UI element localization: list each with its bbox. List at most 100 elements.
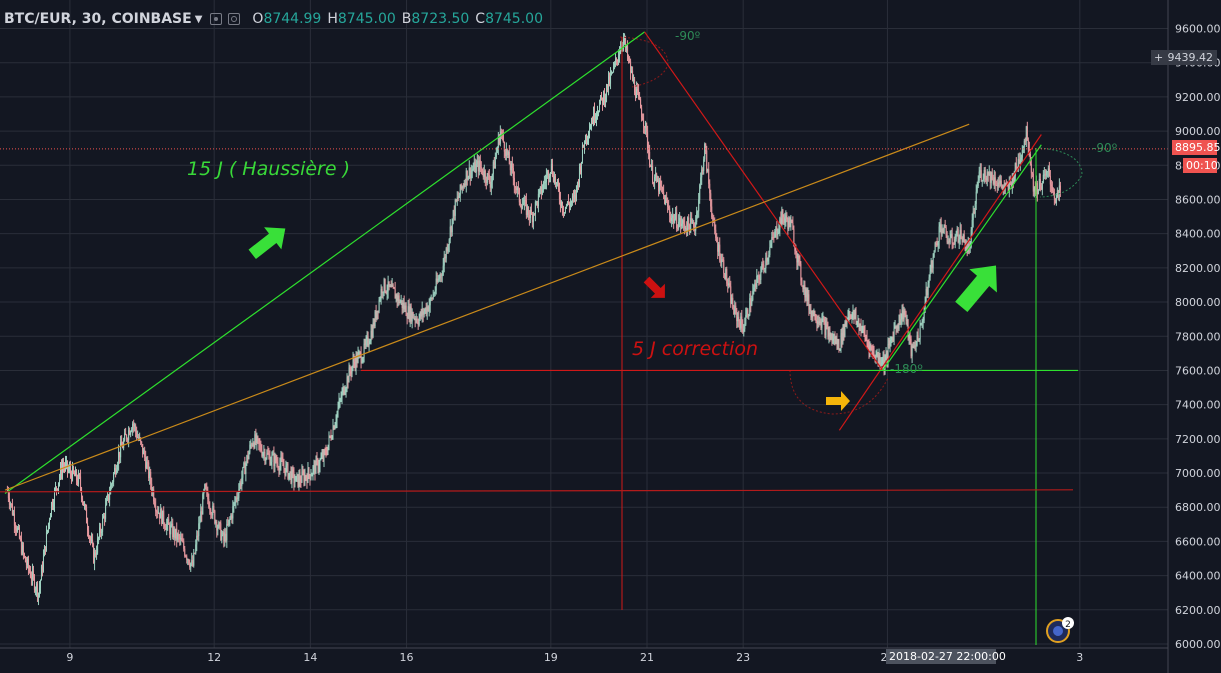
candle-body [363,343,365,358]
candle-body [525,200,527,215]
candle-body [48,519,50,524]
candle-body [371,330,373,338]
crosshair-plus-icon[interactable]: + [1154,51,1164,64]
candle-body [248,452,250,460]
candle-body [721,259,723,263]
candle-body [197,535,199,537]
candle-body [1046,171,1048,173]
candle-body [132,423,134,430]
candle-body [133,423,135,426]
candle-body [881,363,883,365]
candle-body [874,356,876,361]
candle-body [207,490,209,500]
caret-down-icon[interactable]: ▼ [194,13,203,25]
candle-body [791,219,793,224]
symbol-label[interactable]: BTC/EUR, 30, COINBASE [4,11,192,27]
candle-body [324,450,326,452]
candle-body [882,356,884,364]
candle-body [253,442,255,448]
candle-body [493,161,495,169]
candle-body [931,260,933,269]
candle-body [606,84,608,97]
candle-body [1051,186,1053,192]
candle-body [444,256,446,259]
candle-body [704,143,706,160]
candle-body [186,556,188,560]
red-down-arrow-icon [643,276,665,298]
candle-body [157,511,159,514]
time-tick-label: 12 [207,651,221,664]
candle-body [575,185,577,199]
candle-body [62,465,64,475]
candle-body [848,311,850,318]
candle-body [636,89,638,98]
candle-body [626,46,628,49]
candle-body [430,298,432,300]
candle-body [113,473,115,482]
candle-body [815,319,817,322]
candle-body [468,167,470,177]
candle-body [14,525,16,529]
candle-body [523,199,525,205]
candle-body [73,466,75,473]
candle-body [1018,159,1020,164]
candle-body [298,475,300,487]
candle-body [316,458,318,460]
candle-body [667,201,669,207]
candle-body [679,218,681,222]
candle-body [194,553,196,555]
candle-body [770,243,772,248]
candle-body [6,490,8,492]
candle-body [138,437,140,440]
candle-body [579,167,581,173]
candle-body [109,494,111,501]
recovery-green-line [882,144,1042,371]
candle-body [131,429,133,432]
candle-body [827,326,829,337]
candle-body [125,433,127,436]
candle-body [492,161,494,175]
candle-body [27,559,29,569]
candle-body [21,545,23,554]
candle-body [464,183,466,186]
candle-body [246,455,248,464]
candle-body [569,202,571,207]
candle-body [847,317,849,320]
time-tick-label: 14 [303,651,317,664]
candle-body [997,182,999,187]
chart-legend: BTC/EUR, 30, COINBASE ▼ O 8744.99 H 8745.0… [4,9,543,29]
eye-icon[interactable] [210,13,223,25]
candle-body [18,527,20,539]
candle-body [614,63,616,67]
event-badge-count: 2 [1065,620,1071,630]
event-badge[interactable]: 2 [1046,617,1074,643]
candle-body [115,467,117,474]
candle-body [1055,197,1057,204]
candle-body [448,239,450,246]
candle-body [372,322,374,338]
candle-body [347,377,349,383]
candle-body [293,471,295,484]
candle-body [600,95,602,103]
candle-body [689,224,691,233]
candle-body [1042,174,1044,183]
candle-body [910,338,912,357]
candle-body [691,218,693,222]
candle-body [587,135,589,138]
candle-body [611,72,613,75]
candle-body [427,306,429,312]
price-tick-label: 8600.00 [1175,193,1221,206]
candle-body [859,325,861,330]
candle-body [388,281,390,287]
candle-body [754,283,756,288]
gear-icon[interactable] [228,13,241,25]
candle-body [794,245,796,251]
candle-body [501,133,503,135]
candle-body [55,486,57,489]
candle-body [269,455,271,465]
candle-body [288,473,290,479]
candle-body [191,560,193,564]
candle-body [995,185,997,187]
candle-body [771,237,773,244]
